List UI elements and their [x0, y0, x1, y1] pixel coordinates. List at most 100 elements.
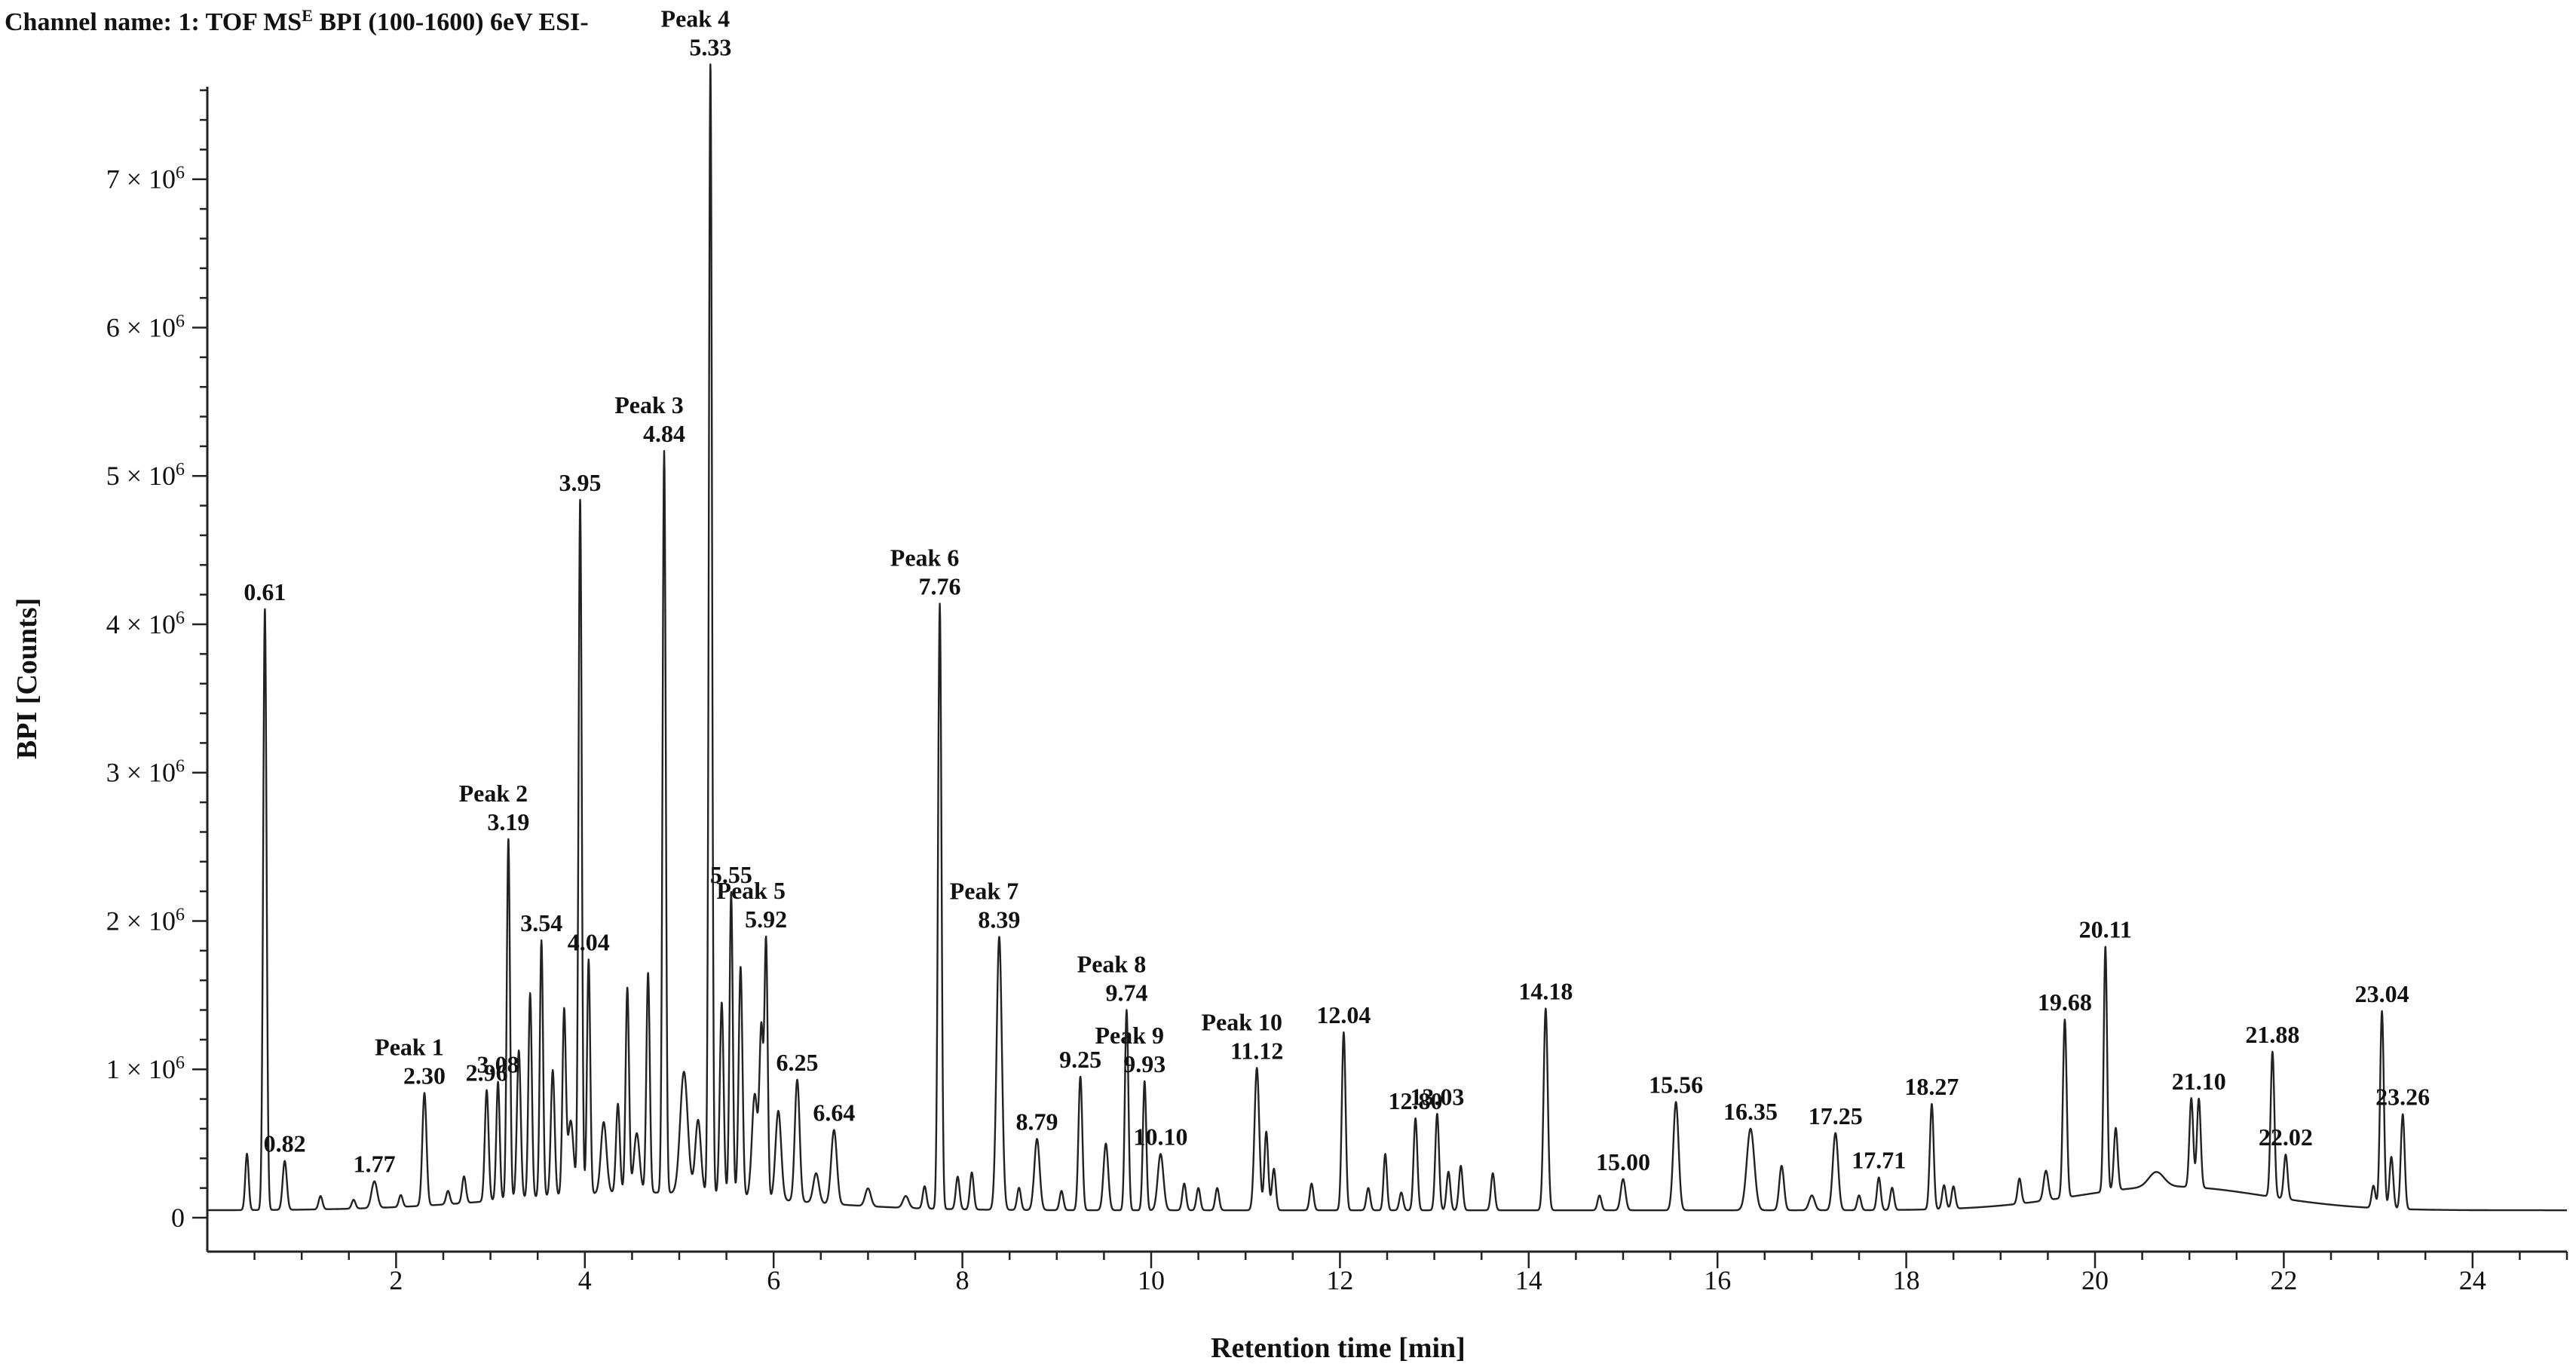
y-tick-label: 0 — [171, 1203, 185, 1233]
peak-rt-label: 8.39 — [978, 906, 1020, 933]
peak-label: 16.35 — [1723, 1098, 1778, 1125]
peak-label: 3.95 — [559, 469, 602, 496]
peak-label: 6.64 — [813, 1099, 855, 1126]
y-tick-label-exponent: 6 — [176, 311, 185, 331]
peak-rt-label: 0.82 — [264, 1130, 306, 1157]
peak-rt-label: 14.18 — [1518, 978, 1573, 1005]
peak-label: 23.26 — [2375, 1083, 2430, 1111]
peak-label: 8.79 — [1016, 1108, 1058, 1135]
peak-rt-label: 1.77 — [354, 1151, 396, 1178]
peak-name-label: Peak 2 — [459, 780, 528, 807]
peak-name-label: Peak 9 — [1095, 1022, 1164, 1049]
x-tick-label: 24 — [2459, 1265, 2486, 1295]
peak-rt-label: 3.19 — [487, 808, 529, 835]
chromatogram-trace — [207, 63, 2568, 1212]
peak-label: 21.10 — [2172, 1068, 2226, 1095]
y-tick-label: 6 × 106 — [106, 311, 185, 342]
peak-name-label: Peak 5 — [716, 877, 786, 904]
x-tick-label: 18 — [1893, 1265, 1920, 1295]
y-axis-label: BPI [Counts] — [11, 598, 43, 759]
peak-label: 13.03 — [1410, 1083, 1464, 1110]
peak-name-label: Peak 10 — [1201, 1008, 1282, 1035]
peak-rt-label: 8.79 — [1016, 1108, 1058, 1135]
peak-rt-label: 15.56 — [1649, 1071, 1703, 1099]
peak-rt-label: 7.76 — [919, 573, 961, 600]
peak-label: 3.08 — [477, 1051, 519, 1078]
peak-rt-label: 18.27 — [1904, 1073, 1959, 1100]
peak-rt-label: 12.80 — [1389, 1087, 1443, 1114]
peak-rt-label: 20.11 — [2079, 916, 2132, 943]
y-tick-label: 7 × 106 — [106, 164, 185, 195]
peak-rt-label: 9.74 — [1105, 979, 1147, 1007]
peak-rt-label: 2.96 — [466, 1059, 508, 1086]
peak-label: 20.11 — [2079, 916, 2132, 943]
peak-rt-label: 3.95 — [559, 469, 602, 496]
y-tick-label-exponent: 6 — [176, 460, 185, 480]
chart-title-superscript: E — [302, 6, 313, 25]
peak-rt-label: 22.02 — [2259, 1123, 2313, 1151]
y-tick-label-base: 5 × 10 — [106, 461, 176, 491]
y-tick-label-exponent: 6 — [176, 164, 185, 183]
peak-rt-label: 21.88 — [2245, 1021, 2299, 1048]
peak-name-label: Peak 4 — [661, 5, 731, 32]
peak-label: 10.10 — [1134, 1123, 1188, 1150]
peak-name-label: Peak 8 — [1077, 951, 1147, 978]
y-tick-label-base: 2 × 10 — [106, 906, 176, 936]
peak-rt-label: 23.04 — [2355, 980, 2409, 1007]
peak-rt-label: 19.68 — [2038, 988, 2092, 1016]
x-tick-label: 6 — [767, 1265, 780, 1295]
peak-rt-label: 2.30 — [403, 1062, 446, 1090]
peak-rt-label: 6.25 — [776, 1049, 819, 1076]
peak-label: 4.04 — [568, 928, 610, 955]
peak-label: 14.18 — [1518, 978, 1573, 1005]
x-tick-label: 22 — [2270, 1265, 2297, 1295]
x-axis-label: Retention time [min] — [1211, 1332, 1466, 1364]
peak-rt-label: 16.35 — [1723, 1098, 1778, 1125]
peak-rt-label: 17.25 — [1809, 1102, 1863, 1129]
chart-title-rest: BPI (100-1600) 6eV ESI- — [313, 8, 589, 36]
x-tick-label: 12 — [1326, 1265, 1353, 1295]
y-tick-label: 2 × 106 — [106, 905, 185, 936]
peak-label: 2.96 — [466, 1059, 508, 1086]
peak-label: 12.04 — [1316, 1001, 1371, 1028]
peak-label: 15.56 — [1649, 1071, 1703, 1099]
y-tick-label-exponent: 6 — [176, 905, 185, 924]
peak-label: 22.02 — [2259, 1123, 2313, 1151]
x-tick-label: 10 — [1138, 1265, 1165, 1295]
x-tick-label: 16 — [1704, 1265, 1731, 1295]
y-tick-label-exponent: 6 — [176, 757, 185, 777]
x-tick-label: 4 — [578, 1265, 592, 1295]
peak-rt-label: 0.61 — [244, 578, 286, 605]
peak-label: 1.77 — [354, 1151, 396, 1178]
chart-title: Channel name: 1: TOF MSE BPI (100-1600) … — [5, 6, 589, 37]
peak-label: 21.88 — [2245, 1021, 2299, 1048]
peak-name-label: Peak 3 — [614, 391, 684, 418]
peak-rt-label: 5.55 — [710, 861, 752, 888]
peak-name-label: Peak 7 — [950, 878, 1019, 905]
x-tick-label: 8 — [956, 1265, 969, 1295]
peak-rt-label: 10.10 — [1134, 1123, 1188, 1150]
y-tick-label: 1 × 106 — [106, 1053, 185, 1084]
peak-label: 3.54 — [520, 909, 562, 936]
peak-rt-label: 3.08 — [477, 1051, 519, 1078]
x-tick-label: 20 — [2081, 1265, 2109, 1295]
peak-name-label: Peak 6 — [890, 544, 960, 572]
x-tick-label: 2 — [389, 1265, 403, 1295]
peak-label: 0.82 — [264, 1130, 306, 1157]
peak-label: 12.80 — [1389, 1087, 1443, 1114]
peak-rt-label: 17.71 — [1852, 1147, 1906, 1174]
peak-rt-label: 11.12 — [1230, 1037, 1283, 1064]
peak-rt-label: 6.64 — [813, 1099, 855, 1126]
peak-label: 19.68 — [2038, 988, 2092, 1016]
